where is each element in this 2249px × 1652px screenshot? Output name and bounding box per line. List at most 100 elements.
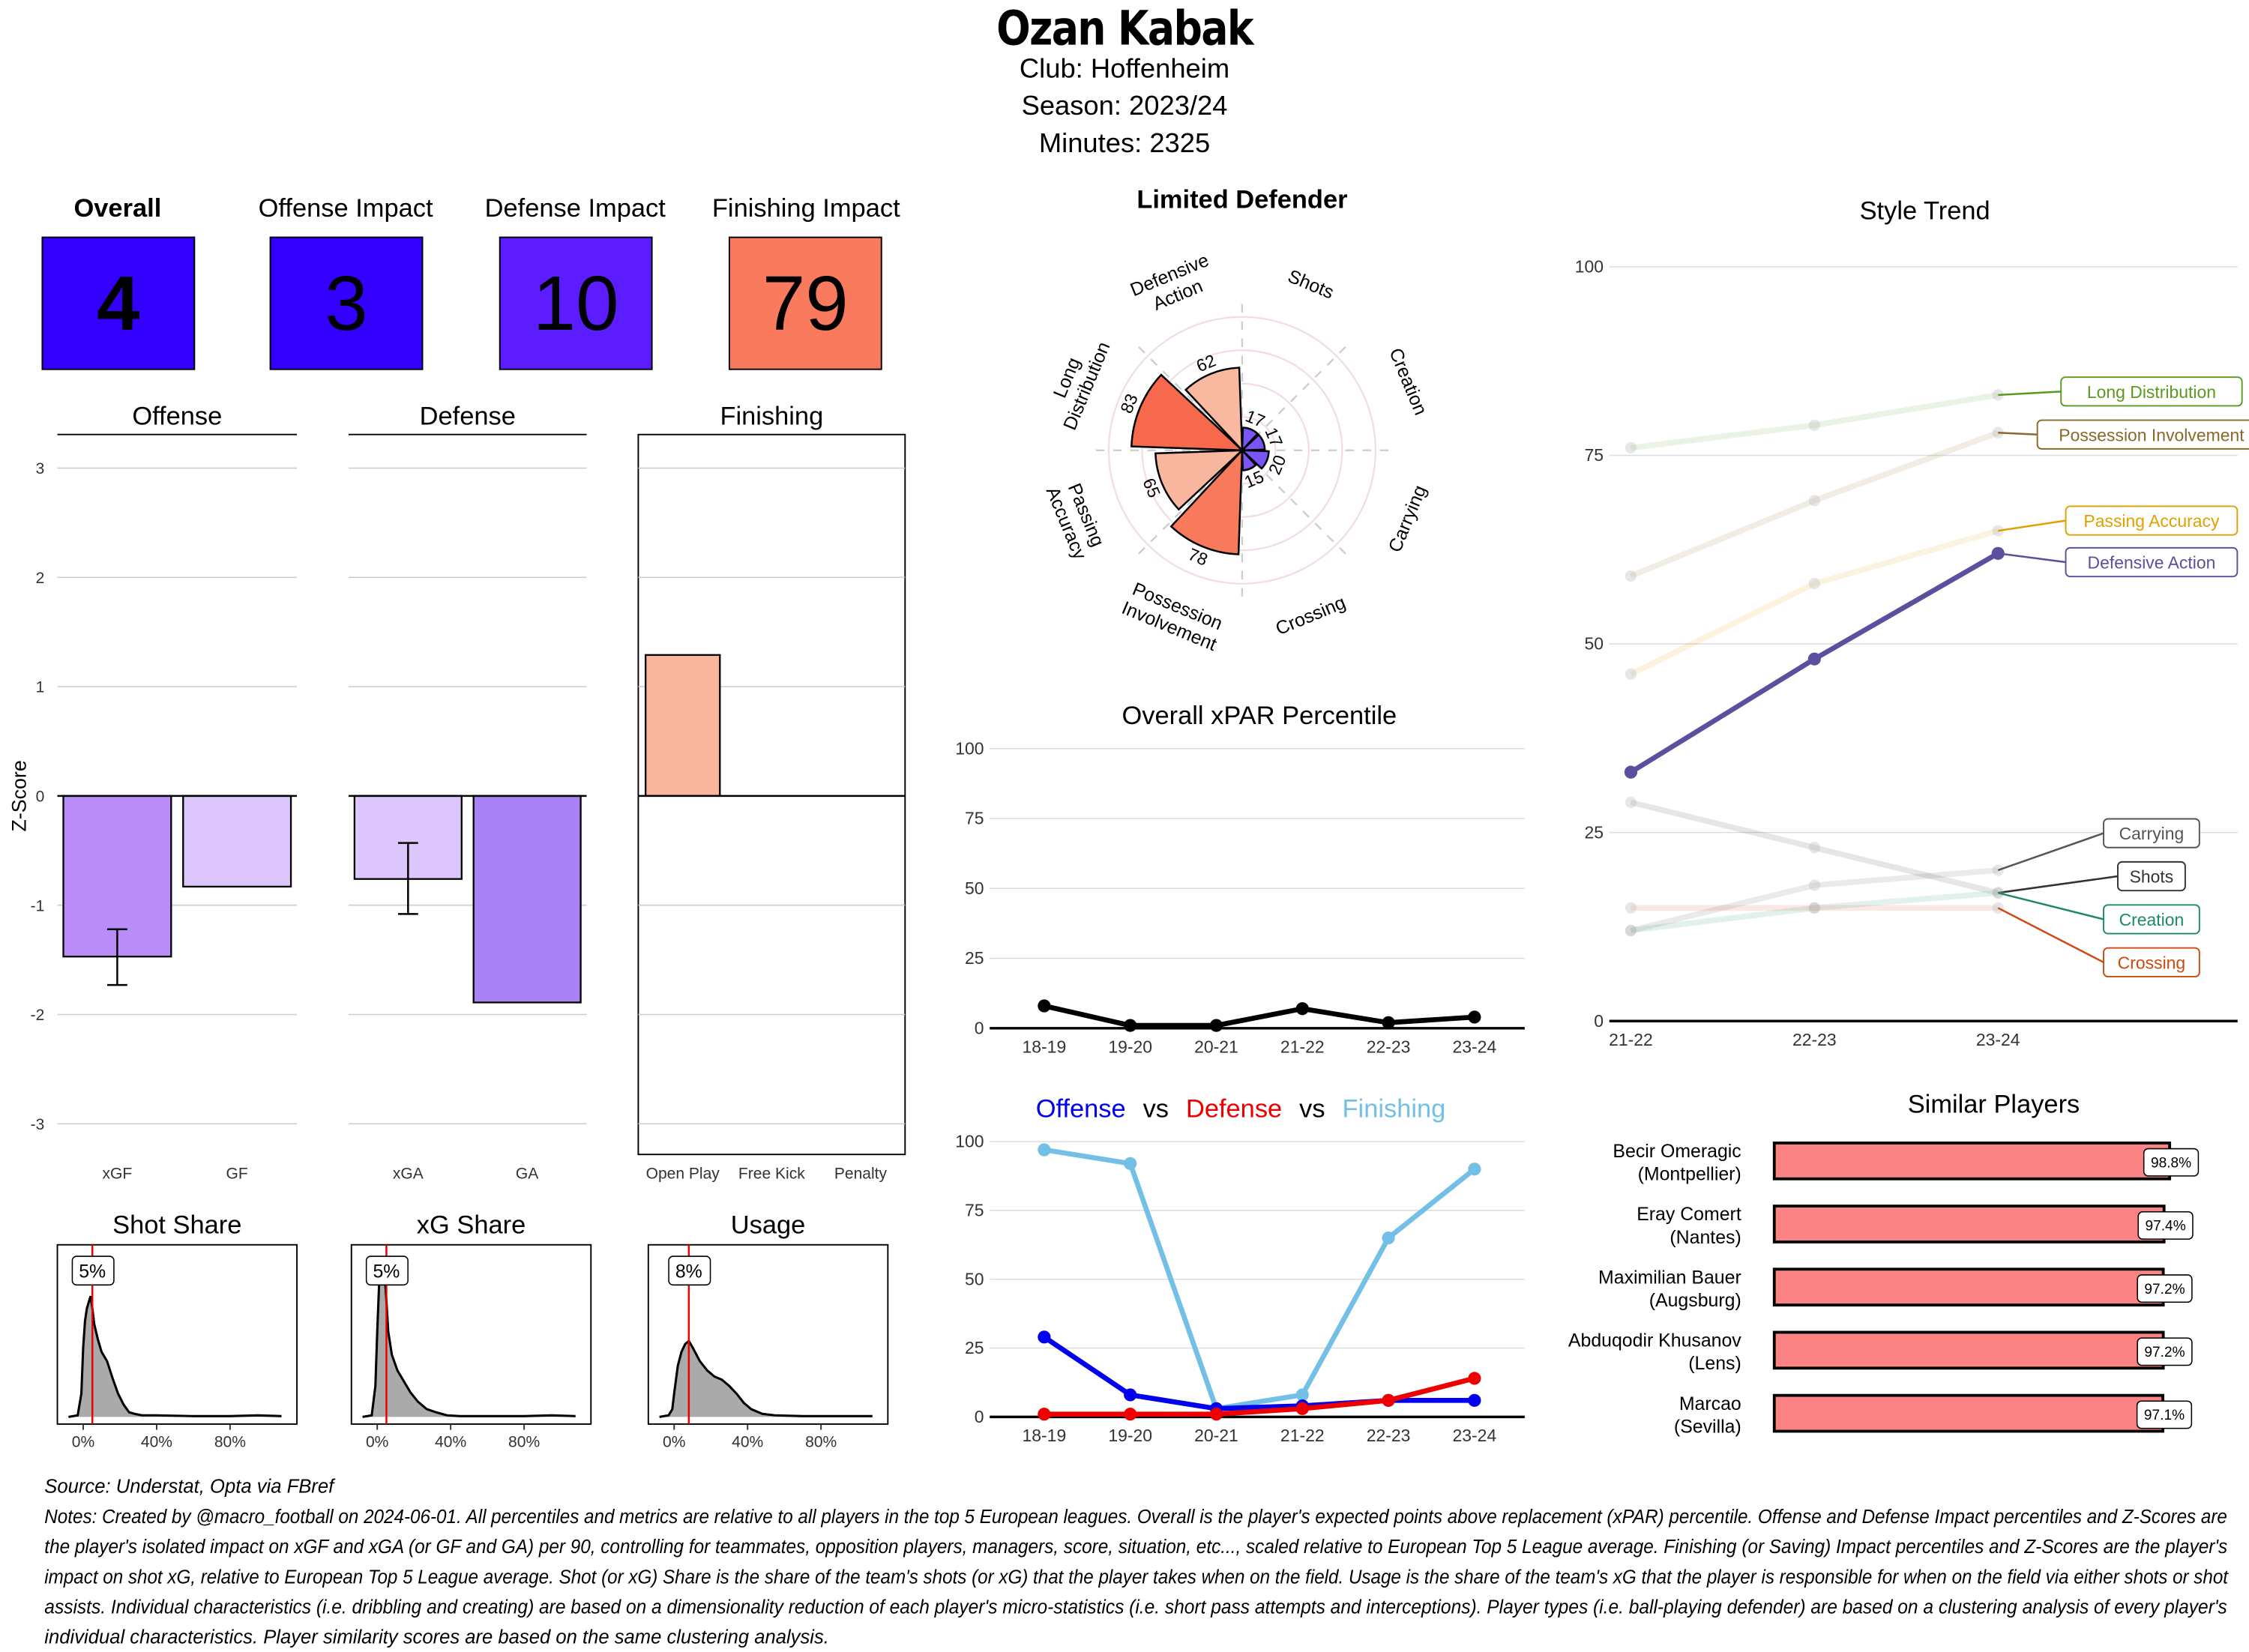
radar-bar-carrying bbox=[1239, 449, 1270, 470]
offense-impact-box: 3 bbox=[269, 236, 424, 370]
y-axis-label: Z-Score bbox=[7, 760, 30, 831]
line-defense bbox=[1044, 1375, 1475, 1417]
point-defense bbox=[1295, 1402, 1309, 1415]
trend-line-passing-accuracy bbox=[1629, 528, 1999, 677]
similarity-value: 97.2% bbox=[2144, 1345, 2185, 1360]
panel-border bbox=[647, 1243, 889, 1425]
notes-line: the player's isolated impact on xGF and … bbox=[44, 1536, 2228, 1558]
trend-line-shots bbox=[1630, 799, 1999, 896]
title-part-finishing: Finishing bbox=[1343, 1094, 1446, 1123]
xpar-point bbox=[1382, 1016, 1395, 1029]
point-finishing bbox=[1468, 1163, 1481, 1176]
similarity-bar bbox=[1772, 1330, 2165, 1370]
similar-player-club: (Montpellier) bbox=[1638, 1164, 1741, 1185]
offense-impact-score: 3 bbox=[325, 260, 368, 347]
similarity-bar bbox=[1772, 1393, 2164, 1433]
x-tick-label: 18-19 bbox=[1023, 1426, 1067, 1445]
point-offense bbox=[1038, 1330, 1051, 1344]
zscore-panel-defense: Defense xGA GA bbox=[348, 402, 587, 1183]
value-label-box bbox=[71, 1255, 115, 1286]
point-defense bbox=[1468, 1372, 1481, 1385]
defense-impact-box: 10 bbox=[499, 236, 653, 370]
trend-point-shots bbox=[1808, 842, 1820, 854]
x-tick-label: 23-24 bbox=[1453, 1037, 1497, 1056]
similar-player-name: Becir Omeragic bbox=[1613, 1141, 1741, 1162]
trend-point-defensive-action bbox=[1991, 546, 2005, 560]
panel-border bbox=[56, 1243, 298, 1425]
panel-title: Offense bbox=[132, 402, 222, 430]
trend-point-defensive-action bbox=[1807, 652, 1821, 666]
point-finishing bbox=[1124, 1157, 1137, 1170]
x-tick-label: 23-24 bbox=[1976, 1030, 2020, 1049]
finishing-impact-box: 79 bbox=[728, 236, 882, 370]
y-tick-label: 75 bbox=[1585, 445, 1604, 465]
trend-point-long-distribution bbox=[1625, 441, 1637, 454]
point-offense bbox=[1468, 1393, 1481, 1407]
radar-bar-long-distribution bbox=[1130, 373, 1245, 452]
trend-label-defensive-action: Defensive Action bbox=[2088, 553, 2216, 573]
trend-label-possession-involvement: Possession Involvement bbox=[2059, 425, 2245, 444]
radar-category-label: Carrying bbox=[1385, 482, 1431, 555]
x-tick-label: 18-19 bbox=[1023, 1037, 1067, 1056]
value-label-box bbox=[668, 1255, 711, 1286]
trend-label-box bbox=[2117, 860, 2186, 892]
x-tick-label: 21-22 bbox=[1280, 1037, 1325, 1056]
point-finishing bbox=[1295, 1388, 1309, 1402]
x-tick-label: 22-23 bbox=[1792, 1030, 1837, 1049]
radar-bar-possession-involvement bbox=[1169, 447, 1244, 555]
trend-point-carrying bbox=[1625, 924, 1637, 937]
label-line: Shots bbox=[1285, 265, 1337, 303]
trend-label-crossing: Crossing bbox=[2118, 953, 2186, 972]
y-tick-label: 0 bbox=[1594, 1011, 1604, 1031]
x-tick-label: 21-22 bbox=[1280, 1426, 1325, 1445]
offense-impact-label: Offense Impact bbox=[258, 193, 433, 223]
x-tick-label: GF bbox=[226, 1166, 248, 1183]
offense-defense-finishing-chart: 0 25 50 75 100 18-19 19-20 20-21 21-22 22-23 23-24… bbox=[955, 1094, 1525, 1445]
label-connector bbox=[1998, 519, 2066, 532]
trend-point-defensive-action bbox=[1624, 765, 1638, 779]
notes-line: impact on shot xG, relative to European … bbox=[44, 1566, 2229, 1588]
bar-open-play bbox=[645, 654, 721, 798]
radar-chart: Limited Defender17Shots17Creation20Carry… bbox=[1042, 185, 1431, 655]
y-tick-label: 75 bbox=[965, 1200, 984, 1220]
similarity-bar bbox=[1772, 1141, 2172, 1181]
similarity-label-box bbox=[2143, 1148, 2200, 1177]
label-line: Crossing bbox=[1273, 592, 1349, 639]
y-tick-label: 50 bbox=[965, 1269, 984, 1288]
y-tick-label: 0 bbox=[36, 789, 45, 806]
y-tick-label: 25 bbox=[1585, 822, 1604, 842]
trend-label-shots: Shots bbox=[2130, 867, 2174, 887]
notes: Source: Understat, Opta via FBref Notes:… bbox=[44, 1471, 2232, 1652]
y-tick-label: 0 bbox=[975, 1407, 984, 1426]
x-tick-label: 0% bbox=[72, 1434, 94, 1451]
trend-point-passing-accuracy bbox=[1808, 577, 1820, 590]
radar-category-label: Crossing bbox=[1273, 592, 1349, 639]
radar-bar-passing-accuracy bbox=[1154, 449, 1245, 511]
density-line bbox=[68, 1295, 282, 1418]
trend-line-creation bbox=[1630, 890, 1999, 934]
label-connector bbox=[1998, 391, 2062, 397]
x-tick-label: 22-23 bbox=[1367, 1037, 1411, 1056]
label-connector bbox=[1997, 832, 2104, 872]
y-tick-label: 100 bbox=[955, 738, 984, 758]
x-tick-label: xGF bbox=[103, 1166, 133, 1183]
density-line bbox=[362, 1261, 576, 1418]
y-tick-label: 3 bbox=[36, 460, 45, 477]
label-line: Carrying bbox=[1385, 482, 1431, 555]
y-tick-label: -3 bbox=[31, 1116, 45, 1133]
panel-title: Finishing bbox=[720, 402, 823, 430]
y-tick-label: 2 bbox=[36, 570, 45, 587]
share-panel-usage: Usage 8% 0% 40% 80% bbox=[647, 1211, 889, 1451]
similarity-bar bbox=[1772, 1267, 2165, 1307]
x-tick-label: 23-24 bbox=[1453, 1426, 1497, 1445]
bar-gf bbox=[182, 795, 292, 888]
trend-line-possession-involvement bbox=[1629, 429, 1999, 579]
title-part-offense: Offense bbox=[1036, 1094, 1126, 1123]
label-connector bbox=[1998, 875, 2119, 894]
zscore-panel-finishing: Finishing Open Play Free Kick Penalty bbox=[637, 402, 906, 1183]
x-tick-label: 40% bbox=[732, 1434, 763, 1451]
x-tick-label: Penalty bbox=[834, 1166, 888, 1183]
label-connector bbox=[1998, 552, 2066, 564]
